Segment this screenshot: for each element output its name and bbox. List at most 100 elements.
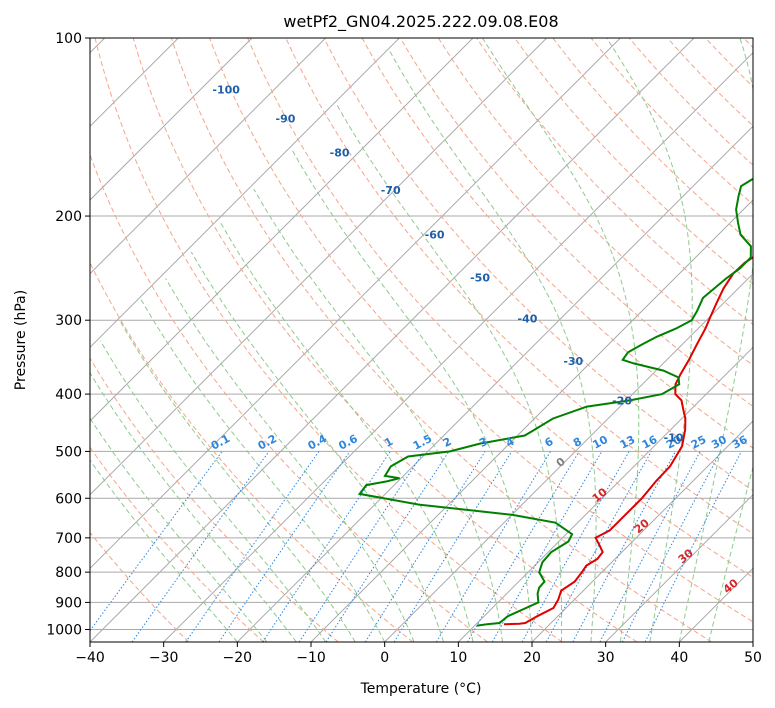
mixing-ratio-line — [364, 451, 486, 642]
mixing-ratio-line — [521, 451, 630, 642]
mixing-ratio-line — [435, 451, 552, 642]
y-axis-label: Pressure (hPa) — [13, 290, 29, 390]
moist-adiabat-line — [219, 222, 474, 642]
mixing-ratio-line — [218, 451, 351, 642]
dry-adiabat-line — [90, 261, 414, 642]
grid-layer — [90, 38, 753, 642]
moist-adiabat-line — [678, 38, 753, 642]
moist-adiabat-line — [99, 340, 327, 642]
dry-adiabat-label: -100 — [212, 83, 240, 96]
isotherm-line — [90, 38, 400, 349]
mixing-ratio-line — [298, 451, 425, 642]
x-tick-label: 10 — [449, 650, 467, 666]
moist-adiabat-line — [253, 188, 503, 642]
dry-adiabat-label: -10 — [664, 432, 684, 445]
dry-adiabat-label: -30 — [563, 355, 583, 368]
y-tick-label: 200 — [55, 209, 82, 225]
isotherm-line — [90, 38, 695, 642]
dry-adiabat-line — [90, 357, 339, 642]
x-tick-label: −30 — [149, 650, 179, 666]
moist-adiabat-line — [708, 465, 753, 642]
moist-adiabat-line — [90, 371, 297, 642]
dry-adiabat-line — [323, 38, 753, 492]
moist-adiabat-line — [90, 417, 268, 642]
mixing-ratio-line — [572, 451, 676, 642]
isotherm-line — [457, 346, 753, 642]
isotherm-line — [90, 38, 253, 201]
series-layer — [357, 177, 753, 627]
x-tick-label: −40 — [75, 650, 105, 666]
mixing-ratio-line — [131, 451, 270, 642]
mixing-ratio-line — [644, 451, 742, 642]
x-tick-label: 40 — [670, 650, 688, 666]
moist-adiabat-line — [119, 319, 356, 642]
dry-adiabat-line — [90, 153, 488, 642]
x-tick-label: 0 — [380, 650, 389, 666]
dry-adiabat-label: -50 — [470, 271, 490, 284]
moist-adiabat-line — [291, 150, 533, 642]
mixing-ratio-line — [90, 451, 223, 632]
dry-adiabat-label: -70 — [381, 184, 401, 197]
y-tick-label: 100 — [55, 31, 82, 47]
x-tick-label: −10 — [296, 650, 326, 666]
dewpoint-profile-line — [357, 177, 753, 627]
y-tick-label: 800 — [55, 565, 82, 581]
dry-adiabat-line — [170, 38, 712, 642]
moist-adiabat-line — [606, 38, 693, 642]
x-tick-label: −20 — [223, 650, 253, 666]
dry-adiabat-line — [247, 38, 753, 578]
moist-adiabat-line — [336, 105, 563, 642]
mixing-ratio-label: 13 — [618, 433, 638, 452]
dry-adiabat-label: -20 — [612, 395, 632, 408]
mixing-ratio-label: 30 — [709, 433, 729, 452]
isotherm-line — [384, 272, 753, 642]
mixing-ratio-line — [262, 451, 391, 642]
mixing-ratio-line — [621, 451, 722, 642]
moist-adiabat-line — [139, 297, 386, 642]
dry-adiabat-line — [209, 38, 753, 623]
y-tick-label: 600 — [55, 491, 82, 507]
isotherm-line — [531, 420, 753, 642]
x-tick-label: 30 — [597, 650, 615, 666]
axes-layer: −40 −30 −20 −10 0 10 20 30 40 50 100 200 300 400 500 60… — [46, 31, 762, 666]
x-tick-label: 50 — [744, 650, 762, 666]
mixing-ratio-line — [599, 451, 701, 642]
isotherm-line — [90, 38, 548, 496]
y-tick-label: 400 — [55, 387, 82, 403]
mixing-ratio-label: 10 — [590, 433, 610, 452]
y-tick-label: 1000 — [46, 622, 82, 638]
dry-adiabat-label: -40 — [518, 312, 538, 325]
mixing-ratio-line — [185, 451, 320, 642]
mixing-ratio-label: 20 — [664, 433, 684, 452]
x-tick-label: 20 — [523, 650, 541, 666]
mixing-ratio-label: 16 — [640, 433, 660, 452]
dry-adiabat-line — [90, 446, 264, 642]
dry-adiabat-label: -80 — [330, 147, 350, 160]
y-tick-label: 300 — [55, 313, 82, 329]
x-axis-label: Temperature (°C) — [360, 681, 482, 697]
dry-adiabat-line — [514, 38, 753, 285]
isotherm-line — [90, 38, 474, 422]
y-tick-label: 900 — [55, 595, 82, 611]
moist-adiabat-line — [481, 38, 640, 642]
mixing-ratio-label: 25 — [689, 433, 709, 452]
y-tick-label: 500 — [55, 444, 82, 460]
isotherm-line — [163, 51, 753, 642]
moist-adiabat-line — [90, 459, 238, 642]
isotherm-line — [605, 493, 753, 642]
plot-frame — [89, 37, 754, 643]
isotherm-line — [236, 125, 753, 642]
mixing-ratio-line — [325, 451, 450, 642]
dry-adiabat-line — [94, 38, 563, 642]
dry-adiabat-line — [399, 38, 753, 408]
dry-adiabat-line — [132, 38, 638, 642]
moist-adiabat-line — [165, 278, 415, 642]
chart-title: wetPf2_GN04.2025.222.09.08.E08 — [283, 12, 558, 32]
y-tick-label: 700 — [55, 531, 82, 547]
dry-adiabat-line — [90, 531, 190, 642]
temperature-profile-line — [503, 256, 753, 626]
isotherm-line — [90, 38, 327, 275]
moist-adiabat-line — [388, 50, 597, 642]
